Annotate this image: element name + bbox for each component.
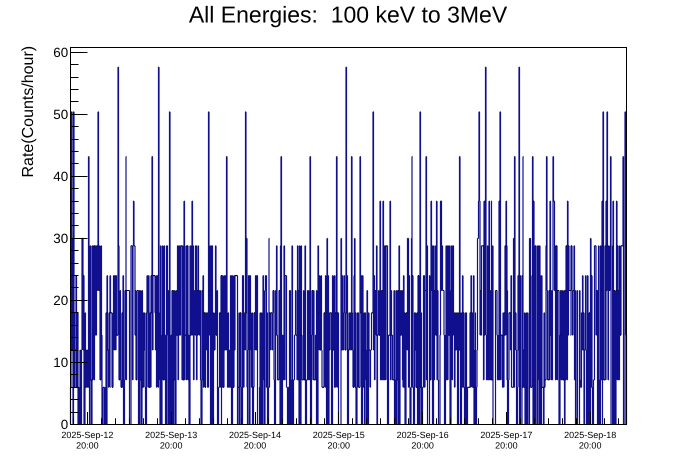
svg-text:2025-Sep-17: 2025-Sep-17 bbox=[480, 430, 532, 440]
svg-text:0: 0 bbox=[61, 417, 68, 432]
svg-text:All Energies: 100 keV to 3MeV: All Energies: 100 keV to 3MeV bbox=[189, 2, 508, 28]
svg-text:20:00: 20:00 bbox=[411, 441, 434, 451]
svg-text:2025-Sep-16: 2025-Sep-16 bbox=[397, 430, 449, 440]
svg-text:30: 30 bbox=[53, 231, 68, 246]
svg-text:20:00: 20:00 bbox=[76, 441, 99, 451]
svg-text:2025-Sep-13: 2025-Sep-13 bbox=[145, 430, 197, 440]
svg-text:2025-Sep-15: 2025-Sep-15 bbox=[313, 430, 365, 440]
svg-text:20:00: 20:00 bbox=[495, 441, 518, 451]
svg-text:10: 10 bbox=[53, 355, 68, 370]
svg-text:20: 20 bbox=[53, 293, 68, 308]
svg-text:20:00: 20:00 bbox=[160, 441, 183, 451]
svg-text:20:00: 20:00 bbox=[244, 441, 267, 451]
svg-text:20:00: 20:00 bbox=[328, 441, 351, 451]
svg-text:40: 40 bbox=[53, 169, 68, 184]
svg-text:2025-Sep-18: 2025-Sep-18 bbox=[564, 430, 616, 440]
svg-text:2025-Sep-14: 2025-Sep-14 bbox=[229, 430, 281, 440]
svg-text:50: 50 bbox=[53, 107, 68, 122]
svg-text:Rate(Counts/hour): Rate(Counts/hour) bbox=[20, 46, 37, 178]
svg-text:20:00: 20:00 bbox=[579, 441, 602, 451]
svg-text:60: 60 bbox=[53, 45, 68, 60]
svg-text:2025-Sep-12: 2025-Sep-12 bbox=[61, 430, 113, 440]
